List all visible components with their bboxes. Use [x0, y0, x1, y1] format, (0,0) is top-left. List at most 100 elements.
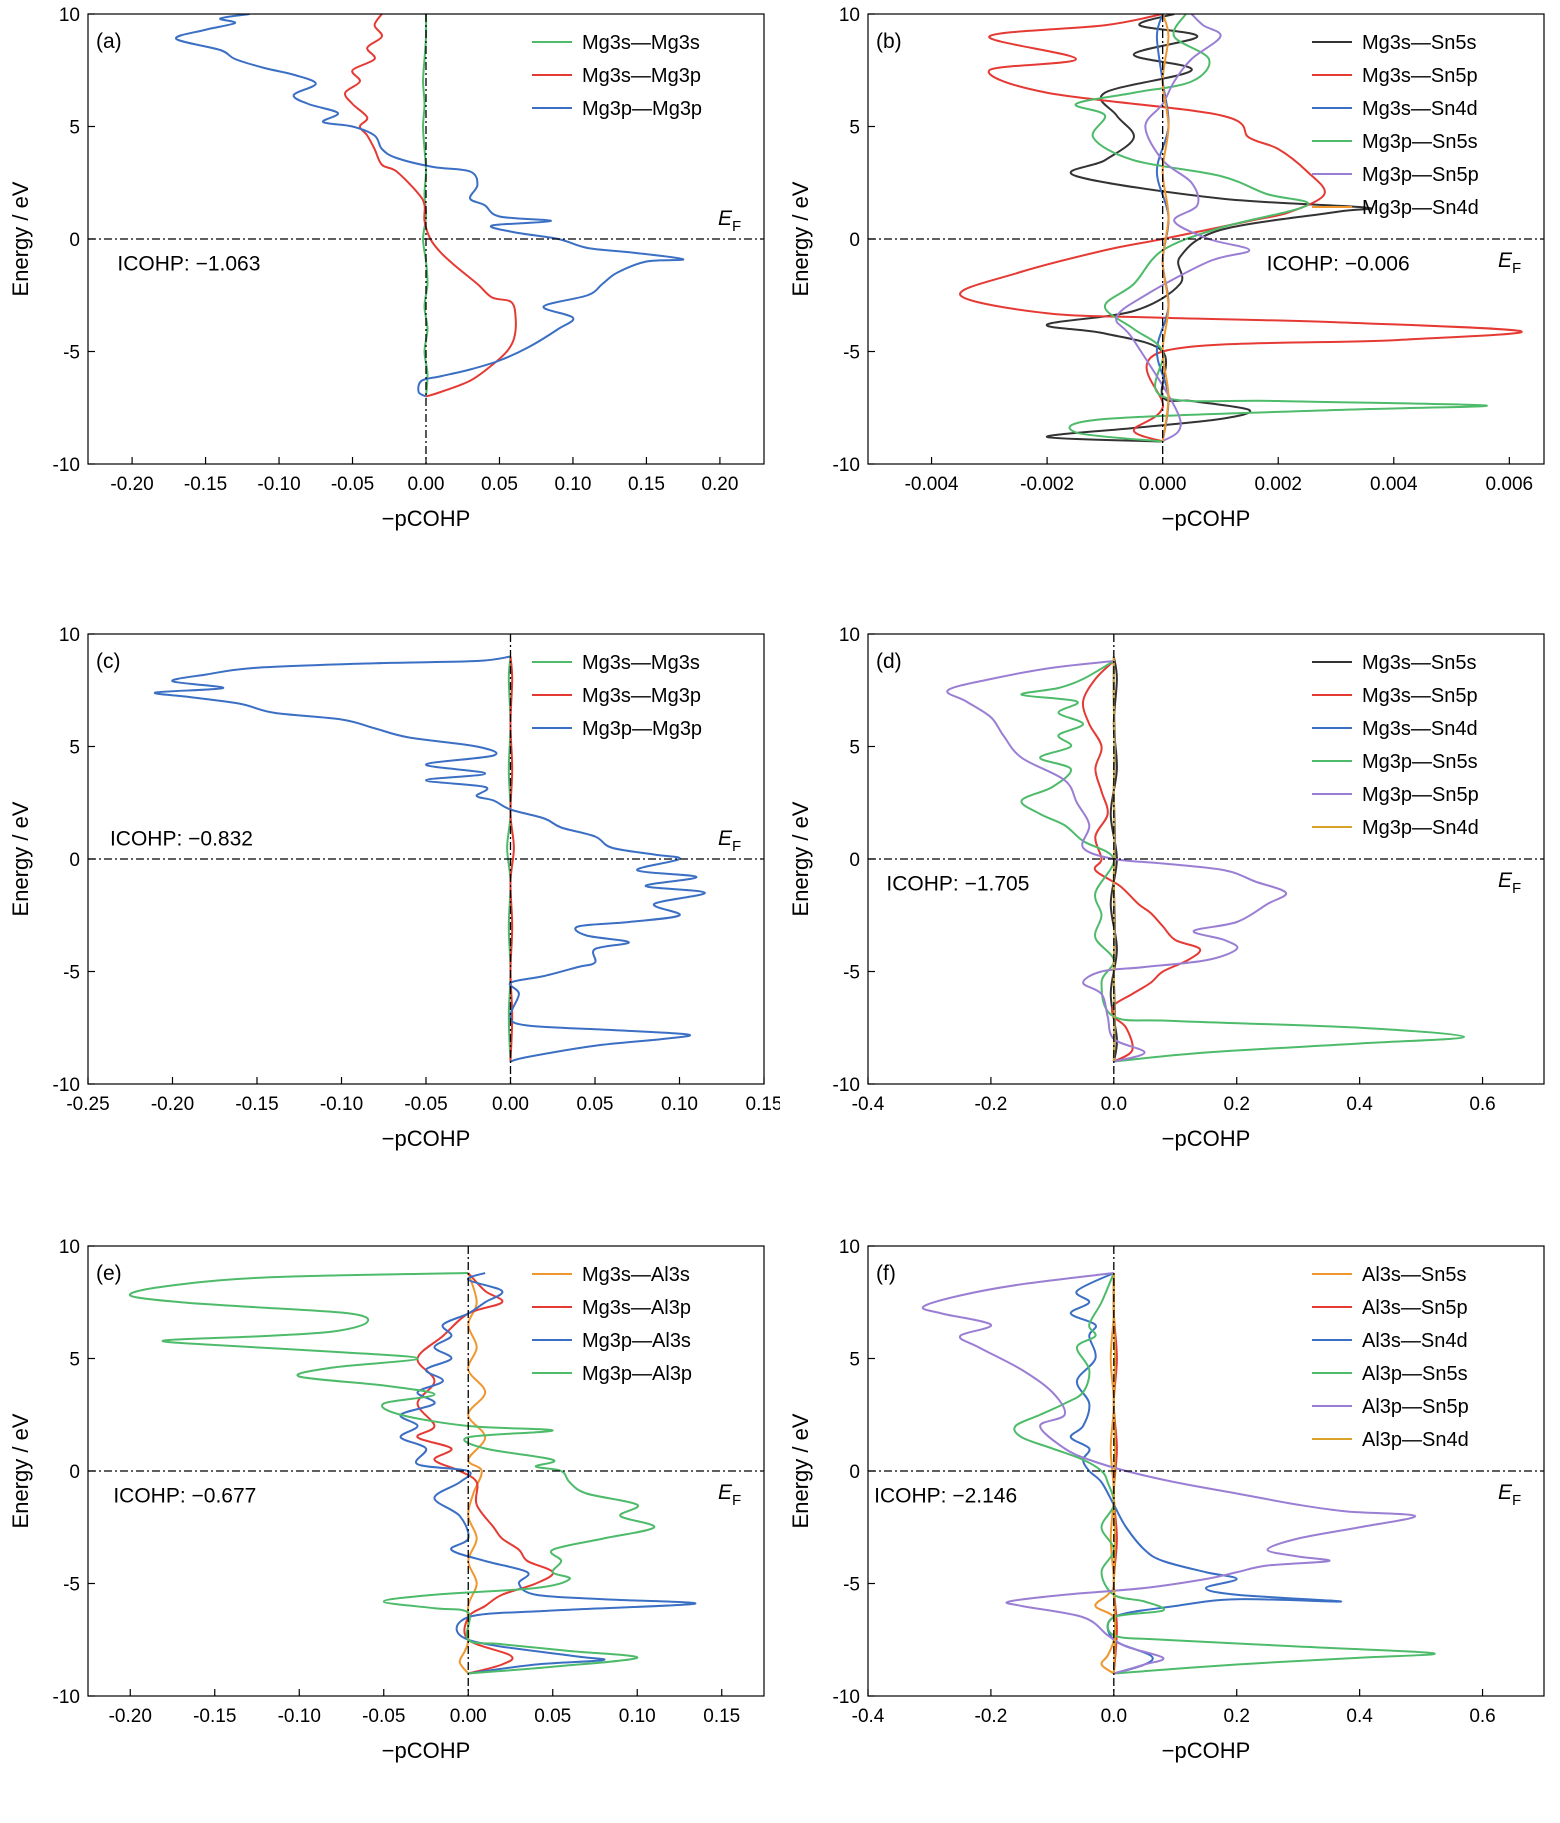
series-line	[921, 1272, 1416, 1675]
legend-entry: Mg3p—Al3p	[582, 1363, 692, 1385]
series-line	[343, 14, 517, 398]
legend-entry: Mg3s—Mg3p	[582, 65, 701, 87]
series-line	[153, 655, 706, 1063]
y-tick-label: 0	[849, 1462, 860, 1483]
x-tick-label: 0.6	[1469, 1706, 1495, 1727]
chart-panel-e: -0.20 -0.15 -0.10 -0.05 0.00 0.05 0.10 0.15 -10 -…	[8, 1237, 765, 1763]
x-tick-label: -0.05	[362, 1706, 405, 1727]
x-tick-label: -0.05	[404, 1094, 447, 1115]
icohp-annotation: ICOHP: −0.832	[110, 828, 253, 851]
y-tick-label: 0	[69, 850, 80, 871]
x-tick-label: 0.10	[661, 1094, 698, 1115]
y-tick-label: -5	[63, 963, 80, 984]
chart-panel-d: -0.4 -0.2 0.0 0.2 0.4 0.6 -10 -5 0 5 10 −pCOHP Energ…	[788, 625, 1545, 1151]
x-tick-label: 0.4	[1346, 1706, 1373, 1727]
x-axis-label: −pCOHP	[1162, 1738, 1251, 1763]
x-tick-label: -0.002	[1020, 474, 1074, 495]
x-tick-label: 0.15	[628, 474, 665, 495]
legend-entry: Al3s—Sn5p	[1362, 1297, 1468, 1319]
y-tick-label: 5	[69, 118, 80, 139]
y-tick-label: 10	[839, 1237, 860, 1258]
x-tick-label: -0.10	[257, 474, 300, 495]
series-line	[399, 1272, 697, 1675]
series-line	[1046, 14, 1373, 443]
x-tick-label: -0.15	[235, 1094, 278, 1115]
x-tick-label: 0.2	[1224, 1094, 1250, 1115]
legend-entry: Mg3p—Sn4d	[1362, 197, 1479, 219]
x-axis-label: −pCOHP	[382, 1738, 471, 1763]
legend-entry: Mg3s—Sn5s	[1362, 652, 1477, 674]
legend-entry: Mg3p—Sn5s	[1362, 751, 1478, 773]
legend-entry: Mg3p—Sn5p	[1362, 784, 1479, 806]
x-tick-label: -0.15	[184, 474, 227, 495]
y-tick-label: -5	[843, 963, 860, 984]
legend-entry: Mg3s—Al3p	[582, 1297, 691, 1319]
series-line	[1069, 1272, 1343, 1675]
x-tick-label: -0.10	[320, 1094, 363, 1115]
series-line	[128, 1272, 656, 1675]
y-axis-label: Energy / eV	[788, 181, 813, 296]
icohp-annotation: ICOHP: −1.063	[117, 253, 260, 276]
x-tick-label: 0.05	[534, 1706, 571, 1727]
y-tick-label: 10	[839, 625, 860, 646]
legend-entry: Al3s—Sn5s	[1362, 1264, 1467, 1286]
legend-entry: Mg3s—Sn5p	[1362, 65, 1478, 87]
x-tick-label: -0.4	[852, 1094, 885, 1115]
chart-panel-c: -0.25 -0.20 -0.15 -0.10 -0.05 0.00 0.05 0.10 0.1…	[8, 625, 780, 1151]
y-axis-label: Energy / eV	[8, 801, 33, 916]
fermi-label: EF	[1498, 869, 1521, 897]
y-tick-label: 10	[59, 1237, 80, 1258]
y-tick-label: -5	[63, 343, 80, 364]
series-line	[959, 14, 1523, 443]
legend-entry: Mg3p—Sn5p	[1362, 164, 1479, 186]
y-tick-label: -10	[833, 455, 860, 476]
y-tick-label: -5	[843, 1575, 860, 1596]
y-tick-label: 10	[839, 5, 860, 26]
x-axis-label: −pCOHP	[382, 506, 471, 531]
legend-entry: Mg3s—Mg3s	[582, 652, 700, 674]
series-line	[1115, 14, 1251, 443]
fermi-label: EF	[718, 207, 741, 235]
y-axis-label: Energy / eV	[8, 181, 33, 296]
fermi-label: EF	[1498, 249, 1521, 277]
legend-entry: Al3p—Sn4d	[1362, 1429, 1469, 1451]
x-tick-label: 0.006	[1486, 474, 1534, 495]
legend-entry: Mg3p—Al3s	[582, 1330, 691, 1352]
chart-panel-b: -0.004 -0.002 0.000 0.002 0.004 0.006 -10 -5 0 5 1…	[788, 5, 1545, 531]
legend-entry: Al3p—Sn5s	[1362, 1363, 1468, 1385]
x-tick-label: 0.0	[1101, 1706, 1127, 1727]
x-tick-label: -0.2	[975, 1706, 1008, 1727]
legend-entry: Mg3s—Sn4d	[1362, 98, 1478, 120]
legend-entry: Al3s—Sn4d	[1362, 1330, 1468, 1352]
legend-entry: Mg3p—Mg3p	[582, 98, 702, 120]
icohp-annotation: ICOHP: −2.146	[874, 1485, 1017, 1508]
x-tick-label: 0.00	[450, 1706, 487, 1727]
y-tick-label: -5	[843, 343, 860, 364]
series-line	[1068, 14, 1488, 443]
x-tick-label: 0.000	[1139, 474, 1187, 495]
fermi-label: EF	[1498, 1481, 1521, 1509]
legend-entry: Mg3s—Mg3s	[582, 32, 700, 54]
x-tick-label: 0.00	[492, 1094, 529, 1115]
y-tick-label: -10	[53, 1687, 80, 1708]
x-tick-label: 0.05	[577, 1094, 614, 1115]
y-tick-label: -10	[833, 1075, 860, 1096]
legend-entry: Mg3s—Sn5p	[1362, 685, 1478, 707]
y-tick-label: 5	[849, 118, 860, 139]
y-tick-label: 0	[849, 230, 860, 251]
series-line	[1094, 1272, 1117, 1675]
x-tick-label: 0.6	[1469, 1094, 1495, 1115]
x-axis-label: −pCOHP	[1162, 1126, 1251, 1151]
y-tick-label: 0	[849, 850, 860, 871]
fermi-label: EF	[718, 1481, 741, 1509]
series-line	[946, 660, 1288, 1063]
panel-label: (d)	[876, 650, 902, 673]
icohp-annotation: ICOHP: −1.705	[886, 873, 1029, 896]
panel-label: (b)	[876, 30, 902, 53]
x-tick-label: -0.20	[110, 474, 153, 495]
chart-panel-f: -0.4 -0.2 0.0 0.2 0.4 0.6 -10 -5 0 5 10 −pCOHP Energ…	[788, 1237, 1545, 1763]
y-axis-label: Energy / eV	[8, 1413, 33, 1528]
panel-label: (e)	[96, 1262, 122, 1285]
fermi-label: EF	[718, 827, 741, 855]
